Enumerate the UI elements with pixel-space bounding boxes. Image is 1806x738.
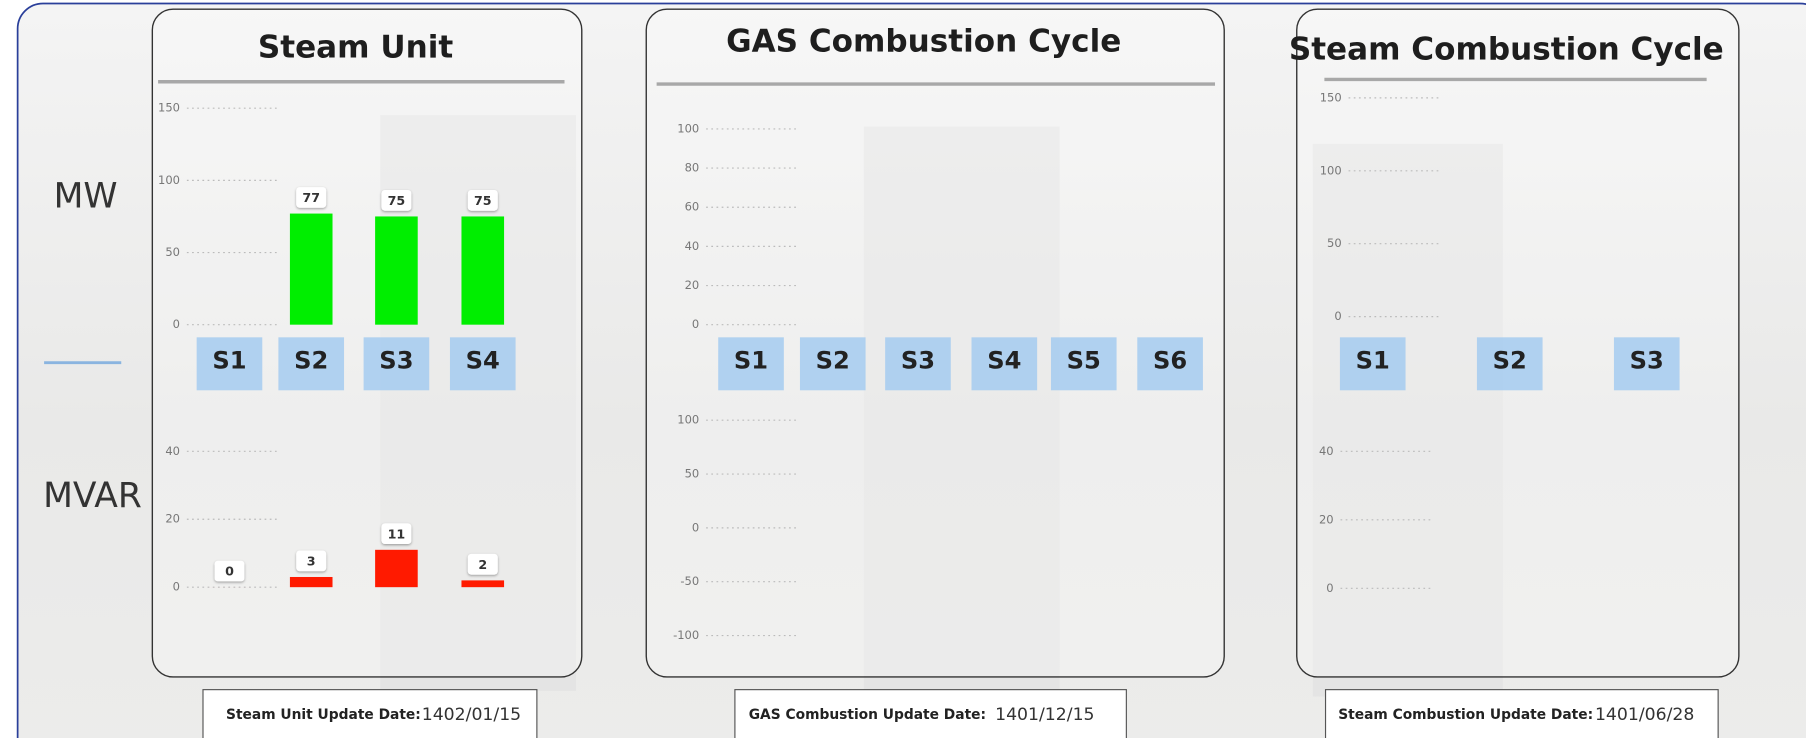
y-tick-label: 150 — [1320, 90, 1342, 104]
y-tick-label: 100 — [677, 121, 699, 135]
category-label: S2 — [816, 347, 850, 375]
y-tick-label: 0 — [692, 317, 699, 331]
update-date: 1401/12/15 — [995, 705, 1094, 725]
y-tick-label: 0 — [173, 580, 180, 594]
y-tick-label: 0 — [1326, 581, 1333, 595]
y-tick-label: 40 — [685, 239, 700, 253]
category-label: S5 — [1067, 347, 1101, 375]
value-label: 2 — [478, 557, 487, 572]
panel-title: Steam Combustion Cycle — [1289, 32, 1724, 68]
y-tick-label: 50 — [165, 245, 180, 259]
category-label: S1 — [212, 347, 246, 375]
value-label: 0 — [225, 564, 234, 579]
dashboard: MW MVAR Steam Unit0501001507775750204003… — [0, 0, 1806, 738]
value-label: 11 — [388, 526, 406, 541]
bar — [290, 577, 333, 587]
bar — [461, 216, 504, 324]
category-label: S3 — [379, 347, 413, 375]
panel-title: Steam Unit — [258, 29, 454, 65]
category-label: S6 — [1153, 347, 1187, 375]
category-label: S4 — [987, 347, 1021, 375]
bar — [375, 216, 418, 324]
y-tick-label: 0 — [692, 520, 699, 534]
row-label: MW — [54, 177, 118, 217]
panel-title: GAS Combustion Cycle — [726, 24, 1121, 60]
update-label: Steam Combustion Update Date: — [1338, 707, 1593, 723]
category-label: S3 — [901, 347, 935, 375]
y-tick-label: 20 — [1319, 512, 1334, 526]
y-tick-label: 0 — [173, 317, 180, 331]
y-tick-label: -100 — [673, 628, 699, 642]
y-tick-label: 40 — [165, 444, 180, 458]
update-date: 1401/06/28 — [1595, 705, 1694, 725]
category-label: S4 — [466, 347, 500, 375]
y-tick-label: 100 — [677, 413, 699, 427]
y-tick-label: 100 — [158, 173, 180, 187]
value-label: 75 — [388, 193, 406, 208]
update-label: Steam Unit Update Date: — [226, 707, 421, 723]
update-label: GAS Combustion Update Date: — [749, 707, 986, 723]
category-label: S3 — [1630, 347, 1664, 375]
page: {"row_labels": ["MW", "MVAR"], "panels":… — [0, 0, 1806, 738]
value-label: 75 — [474, 193, 492, 208]
y-tick-label: 40 — [1319, 444, 1334, 458]
y-tick-label: -50 — [680, 574, 699, 588]
y-tick-label: 50 — [1327, 236, 1342, 250]
y-tick-label: 50 — [685, 467, 700, 481]
category-label: S1 — [1356, 347, 1390, 375]
bar — [290, 214, 333, 325]
y-tick-label: 150 — [158, 101, 180, 115]
y-tick-label: 20 — [685, 278, 700, 292]
category-label: S1 — [734, 347, 768, 375]
update-date: 1402/01/15 — [422, 705, 521, 725]
category-label: S2 — [294, 347, 328, 375]
y-tick-label: 20 — [165, 512, 180, 526]
row-label: MVAR — [43, 476, 142, 516]
bar — [375, 550, 418, 587]
y-tick-label: 80 — [685, 161, 700, 175]
category-label: S2 — [1493, 347, 1527, 375]
bar — [461, 580, 504, 587]
value-label: 3 — [307, 554, 316, 569]
y-tick-label: 0 — [1334, 309, 1341, 323]
y-tick-label: 60 — [685, 200, 700, 214]
value-label: 77 — [302, 190, 320, 205]
y-tick-label: 100 — [1320, 163, 1342, 177]
